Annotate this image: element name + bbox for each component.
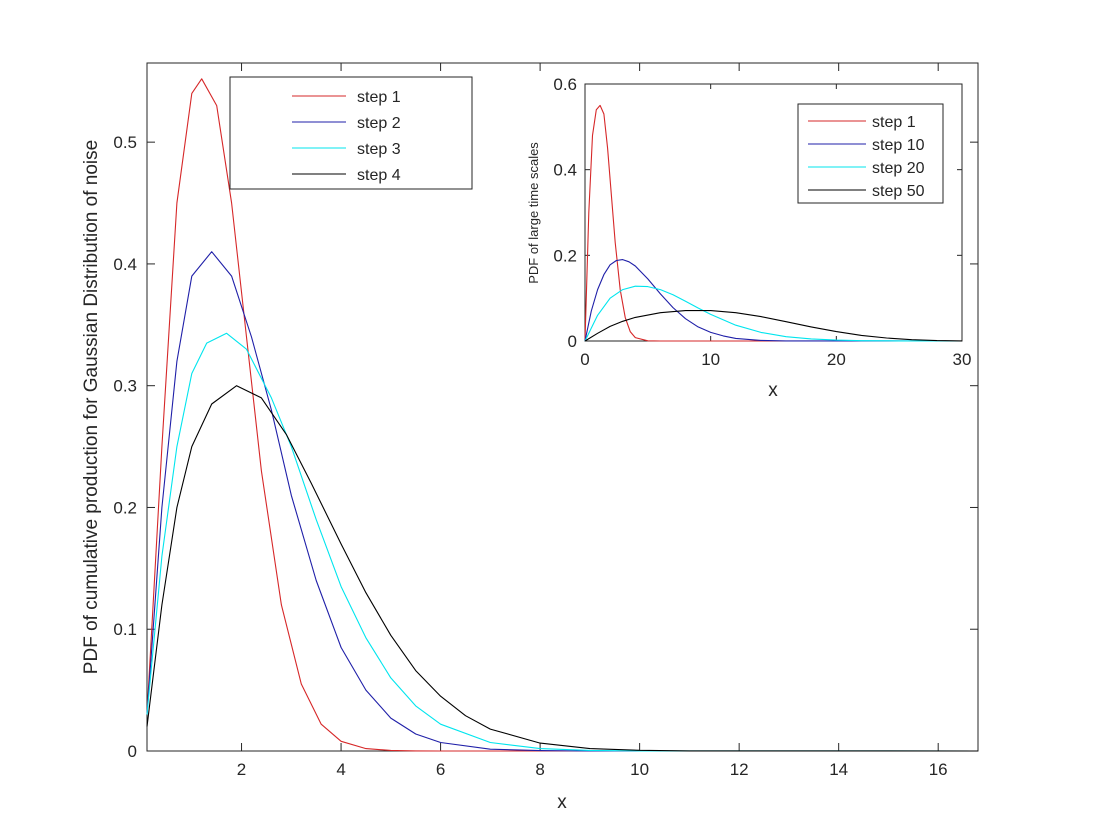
inset-x-tick-label: 30 (953, 350, 972, 369)
inset-y-tick-label: 0.6 (553, 75, 577, 94)
main-y-axis-label: PDF of cumulative production for Gaussia… (81, 140, 102, 674)
inset-x-tick-label: 10 (701, 350, 720, 369)
main-series-line-step-3 (146, 332, 979, 752)
inset-legend: step 1 step 10 step 20 step 50 (797, 103, 944, 204)
main-legend-label: step 2 (357, 115, 401, 132)
main-series-line-step-4 (146, 385, 979, 752)
main-y-tick-label: 0.3 (113, 377, 137, 396)
main-legend-label: step 3 (357, 141, 401, 158)
main-y-tick-label: 0.2 (113, 498, 137, 517)
main-x-tick-label: 10 (630, 760, 649, 779)
main-lines (146, 78, 979, 752)
inset-series-line-step-50 (584, 310, 963, 342)
main-legend-label: step 1 (357, 89, 401, 106)
inset-series-line-step-20 (584, 285, 963, 342)
inset-y-tick-label: 0.2 (553, 246, 577, 265)
inset-ticks: 0 10 20 30 0 0.2 0.4 0.6 (553, 75, 971, 369)
inset-x-axis-label: x (768, 380, 778, 401)
main-x-tick-label: 14 (829, 760, 848, 779)
inset-y-tick-label: 0 (568, 332, 577, 351)
inset-series-line-step-1 (584, 104, 962, 342)
main-x-axis-label: x (557, 792, 567, 813)
main-series-line-step-2 (146, 251, 978, 752)
inset-legend-label: step 1 (872, 114, 916, 131)
main-legend: step 1 step 2 step 3 step 4 (229, 76, 473, 190)
main-y-tick-label: 0.1 (113, 620, 137, 639)
inset-y-tick-label: 0.4 (553, 161, 577, 180)
inset-axes: 0 10 20 30 0 0.2 0.4 0.6 x PDF of large time sc… (526, 75, 971, 401)
main-series-line-step-1 (146, 78, 978, 752)
inset-lines (584, 104, 963, 342)
main-x-tick-label: 8 (535, 760, 544, 779)
main-legend-box (229, 76, 473, 190)
inset-series-line-step-10 (584, 259, 963, 342)
main-x-tick-label: 4 (336, 760, 345, 779)
inset-legend-label: step 10 (872, 137, 925, 154)
main-y-tick-label: 0.5 (113, 133, 137, 152)
inset-x-tick-label: 20 (827, 350, 846, 369)
inset-legend-label: step 20 (872, 160, 925, 177)
main-x-tick-label: 2 (237, 760, 246, 779)
inset-x-tick-label: 0 (580, 350, 589, 369)
inset-y-axis-label: PDF of large time scales (526, 142, 541, 284)
main-y-tick-label: 0.4 (113, 255, 137, 274)
main-legend-label: step 4 (357, 167, 401, 184)
main-x-tick-label: 16 (929, 760, 948, 779)
main-y-tick-label: 0 (128, 742, 137, 761)
main-ticks: 2 4 6 8 10 12 14 16 0 0.1 0.2 0.3 0.4 0.5 (113, 63, 978, 779)
inset-legend-label: step 50 (872, 183, 925, 200)
main-x-tick-label: 12 (730, 760, 749, 779)
main-x-tick-label: 6 (436, 760, 445, 779)
